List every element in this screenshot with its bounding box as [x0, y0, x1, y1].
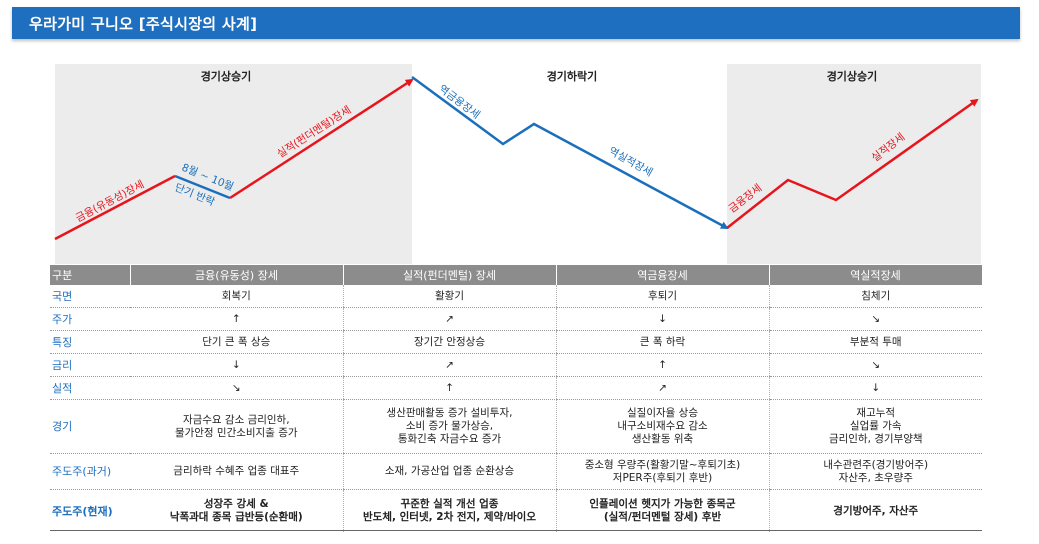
- table-cell: 자금수요 감소 금리인하, 물가안정 민간소비지출 증가: [130, 399, 343, 454]
- phase-label-falling: 경기하락기: [547, 69, 598, 83]
- row-label: 국면: [50, 285, 130, 308]
- phase-shade-rising-1: [55, 64, 412, 264]
- table-cell: 재고누적 실업률 가속 금리인하, 경기부양책: [768, 399, 982, 454]
- table-cell: ↑: [130, 307, 343, 331]
- earnings-rally-line: [229, 78, 414, 200]
- row-label: 금리: [50, 353, 130, 377]
- cell-line: 통화긴축 자금수요 증가: [397, 433, 502, 445]
- table-row: 경기 자금수요 감소 금리인하, 물가안정 민간소비지출 증가 생산판매활동 증가 설…: [50, 399, 982, 454]
- header-earnings: 실적(펀더멘털) 장세: [343, 265, 557, 285]
- row-label: 특징: [50, 330, 130, 354]
- table-cell: 내수관련주(경기방어주) 자산주, 초우량주: [768, 453, 982, 490]
- row-label: 주가: [50, 307, 130, 331]
- table-cell: 성장주 강세 & 낙폭과대 종목 급반등(순환매): [130, 490, 343, 533]
- reverse-market-line: [411, 75, 729, 230]
- table-cell: 소재, 가공산업 업종 순환상승: [342, 453, 556, 490]
- table-cell: 금리하락 수혜주 업종 대표주: [130, 453, 343, 490]
- table-bottom-rule: [50, 530, 982, 531]
- table-cell: 침체기: [768, 285, 982, 308]
- table-cell: 꾸준한 실적 개선 업종 반도체, 인터넷, 2차 전지, 제약/바이오: [342, 489, 556, 532]
- table-cell: 중소형 우량주(활황기말~후퇴기초) 저PER주(후퇴기 후반): [555, 453, 769, 490]
- table-cell: ↗: [555, 376, 769, 400]
- header-category: 구분: [50, 265, 131, 285]
- table-cell: 인플레이션 헷지가 가능한 종목군 (실적/펀더멘털 장세) 후반: [555, 489, 769, 532]
- market-cycle-diagram: 경기상승기 경기하락기 경기상승기 금융(유동성)장세 8월 ~ 10월 단기 …: [54, 64, 981, 264]
- cell-line: 금리하락 수혜주 업종 대표주: [173, 465, 300, 477]
- label-reverse-financial: 역금융장세: [436, 83, 482, 122]
- table-cell: ↗: [342, 353, 556, 377]
- table-cell: ↘: [768, 307, 982, 331]
- label-reverse-earnings: 역실적장세: [607, 145, 655, 179]
- table-row: 국면 회복기 활황기 후퇴기 침체기: [50, 285, 982, 308]
- cell-line: 실업률 가속: [849, 420, 902, 432]
- table-cell: 회복기: [130, 285, 343, 308]
- cell-line: 저PER주(후퇴기 후반): [612, 471, 713, 484]
- second-rally-line: [726, 98, 979, 229]
- title-bar: 우라가미 구니오 [주식시장의 사계]: [12, 7, 1020, 39]
- table-cell: 생산판매활동 증가 설비투자, 소비 증가 물가상승, 통화긴축 자금수요 증가: [342, 399, 556, 454]
- cell-line: 낙폭과대 종목 급반등(순환매): [169, 511, 303, 523]
- table-cell: ↓: [768, 376, 982, 400]
- cell-line: 자산주, 초우량주: [838, 471, 913, 484]
- table-cell: 후퇴기: [555, 285, 769, 308]
- cell-line: 소재, 가공산업 업종 순환상승: [384, 465, 515, 477]
- cell-line: 꾸준한 실적 개선 업종: [400, 498, 499, 510]
- cell-line: 자금수요 감소 금리인하,: [182, 413, 290, 426]
- financial-rally-line: [54, 174, 176, 241]
- table-row: 실적 ↘ ↑ ↗ ↓: [50, 376, 982, 400]
- cell-line: 소비 증가 물가상승,: [405, 420, 494, 432]
- table-cell: 경기방어주, 자산주: [768, 489, 982, 532]
- cell-line: 재고누적: [856, 407, 896, 419]
- cell-line: 성장주 강세 &: [203, 498, 269, 510]
- table-row: 주도주(과거) 금리하락 수혜주 업종 대표주 소재, 가공산업 업종 순환상승 중소…: [50, 453, 982, 490]
- table-cell: ↗: [342, 307, 556, 331]
- cell-line: 금리인하, 경기부양책: [828, 433, 923, 445]
- row-label: 주도주(과거): [50, 453, 130, 490]
- table-row: 특징 단기 큰 폭 상승 장기간 안정상승 큰 폭 하락 부분적 투매: [50, 330, 982, 354]
- table-cell: ↑: [555, 353, 769, 377]
- table-cell: ↑: [342, 376, 556, 400]
- header-reverse-financial: 역금융장세: [556, 265, 770, 285]
- cell-line: 반도체, 인터넷, 2차 전지, 제약/바이오: [363, 511, 536, 523]
- phase-label-rising-1: 경기상승기: [201, 69, 252, 83]
- table-header-row: 구분 금융(유동성) 장세 실적(펀더멘털) 장세 역금융장세 역실적장세: [50, 265, 983, 285]
- cell-line: 생산활동 위축: [631, 433, 694, 445]
- table-cell: ↘: [130, 376, 343, 400]
- table-cell: 단기 큰 폭 상승: [130, 330, 343, 354]
- row-label: 실적: [50, 376, 130, 400]
- phase-shade-rising-2: [727, 64, 981, 264]
- cell-line: 물가안정 민간소비지출 증가: [174, 426, 298, 439]
- page-title: 우라가미 구니오 [주식시장의 사계]: [29, 15, 258, 33]
- cell-line: 경기방어주, 자산주: [833, 504, 919, 517]
- table-cell: 장기간 안정상승: [342, 330, 556, 354]
- cell-line: 내수관련주(경기방어주): [823, 458, 929, 471]
- table-row: 금리 ↓ ↗ ↑ ↘: [50, 353, 982, 377]
- table-cell: ↘: [768, 353, 982, 377]
- short-rebound-line: [174, 174, 231, 200]
- table-cell: 활황기: [342, 285, 556, 308]
- cell-line: 실질이자율 상승: [627, 407, 698, 419]
- table-cell: ↓: [555, 307, 769, 331]
- table-cell: 부분적 투매: [768, 330, 982, 354]
- header-financial: 금융(유동성) 장세: [130, 265, 344, 285]
- row-label: 경기: [50, 399, 130, 454]
- phase-label-rising-2: 경기상승기: [827, 69, 878, 83]
- header-reverse-earnings: 역실적장세: [769, 265, 983, 285]
- cell-line: 생산판매활동 증가 설비투자,: [386, 407, 513, 419]
- row-label: 주도주(현재): [52, 504, 113, 518]
- table-cell: 실질이자율 상승 내구소비재수요 감소 생산활동 위축: [555, 399, 769, 454]
- table-row: 주가 ↑ ↗ ↓ ↘: [50, 307, 982, 331]
- table-cell: 큰 폭 하락: [555, 330, 769, 354]
- cell-line: 중소형 우량주(활황기말~후퇴기초): [584, 458, 741, 471]
- market-phase-table: 구분 금융(유동성) 장세 실적(펀더멘털) 장세 역금융장세 역실적장세 국면…: [50, 265, 983, 532]
- table-row: 주도주(현재) 성장주 강세 & 낙폭과대 종목 급반등(순환매) 꾸준한 실적 개선…: [50, 489, 982, 533]
- table-cell: ↓: [130, 353, 343, 377]
- cell-line: 인플레이션 헷지가 가능한 종목군: [589, 498, 736, 510]
- cell-line: 내구소비재수요 감소: [617, 420, 708, 432]
- cell-line: (실적/펀더멘털 장세) 후반: [603, 511, 722, 523]
